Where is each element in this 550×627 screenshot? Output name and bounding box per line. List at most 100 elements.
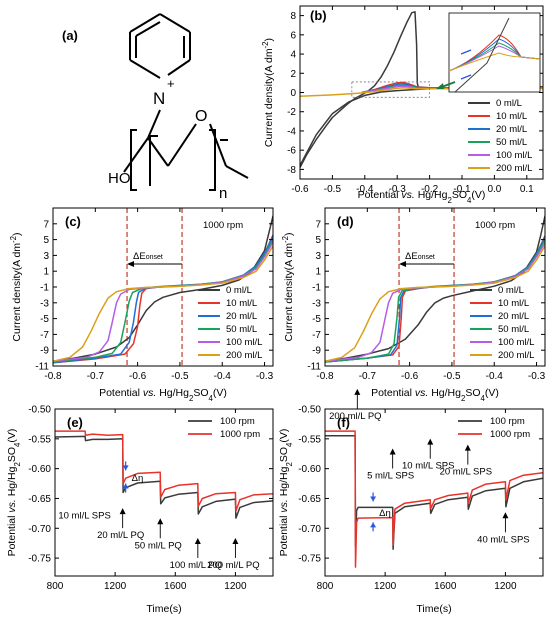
legend-label: 20 ml/L [226, 311, 257, 322]
label-part: Potential [371, 387, 415, 399]
x-tick-label: -0.8 [316, 371, 334, 382]
y-tick-label: -1 [312, 283, 321, 294]
ring-bond [167, 59, 191, 76]
series-group [325, 430, 543, 568]
legend-label: 200 ml/L [498, 350, 534, 361]
label-part: (V) [213, 387, 227, 399]
panel-a-structure: (a) N + HO O n [62, 13, 249, 202]
series-line [325, 430, 543, 568]
plot-frame [54, 408, 274, 577]
series-group [55, 430, 273, 519]
inset-series [448, 17, 541, 93]
delta-eta-label: Δη [379, 508, 391, 519]
label-part: 2 [189, 394, 193, 403]
chain-bond [147, 109, 161, 139]
ring-bond [129, 59, 161, 79]
addition-annotation: 5 ml/L SPS [367, 470, 414, 481]
y-tick-label: -1 [40, 283, 49, 294]
label-part: SO [6, 447, 18, 462]
x-tick-label: 1600 [434, 581, 457, 592]
y-tick-label: -0.65 [298, 494, 321, 505]
x-tick-label: -0.3 [256, 371, 274, 382]
y-tick-label: 7 [43, 219, 49, 230]
panel-label: (d) [337, 214, 354, 229]
y-tick-label: -3 [312, 298, 321, 309]
label-part: ) [11, 232, 23, 236]
legend-label: 50 ml/L [496, 137, 527, 148]
label-part: 4 [285, 442, 294, 447]
o-atom-label: O [195, 108, 207, 125]
panel-a-label: (a) [62, 28, 78, 43]
x-tick-label: 1200 [104, 581, 127, 592]
y-tick-label: -5 [40, 314, 49, 325]
label-part: Current density(A dm [263, 48, 275, 147]
legend-label: 1000 rpm [220, 429, 260, 440]
y-tick-label: -0.60 [298, 464, 321, 475]
y-tick-label: -0.55 [298, 434, 321, 445]
y-tick-label: -9 [312, 346, 321, 357]
x-tick-label: -0.7 [359, 371, 377, 382]
y-tick-label: -0.70 [298, 524, 321, 535]
panel-label: (f) [337, 415, 350, 430]
label-part: Current density(A dm [283, 243, 295, 342]
x-tick-label: -0.5 [324, 184, 342, 195]
y-tick-label: -0.75 [28, 554, 51, 565]
x-tick-label: 0.1 [520, 184, 534, 195]
delta-onset-label: ΔEonset [405, 251, 435, 262]
series-line [325, 245, 545, 363]
y-tick-label: -2 [287, 107, 296, 118]
y-tick-label: -7 [40, 330, 49, 341]
label-part: SO [452, 189, 467, 201]
addition-annotation: 20 ml/L SPS [440, 467, 492, 478]
x-tick-label: -0.3 [389, 184, 407, 195]
x-axis-label: Potential vs. Hg/Hg2SO4(V) [358, 189, 486, 205]
inset-frame [448, 12, 541, 93]
y-tick-label: -3 [40, 298, 49, 309]
y-axis-label: Current density(A dm-2) [261, 38, 276, 147]
label-part: ) [283, 232, 295, 236]
delta-eta-arrowhead-top [122, 465, 129, 471]
legend-label: 0 ml/L [496, 98, 522, 109]
x-tick-label: 0.0 [487, 184, 501, 195]
ring-bond [159, 13, 191, 33]
x-tick-label: -0.2 [421, 184, 439, 195]
chain-bond [167, 123, 197, 167]
y-tick-label: 3 [43, 251, 49, 262]
label-part: SO [278, 447, 290, 462]
label-part: (V) [278, 429, 290, 443]
series-group [325, 215, 545, 363]
y-axis-label: Potential vs. Hg/Hg2SO4(V) [6, 429, 22, 557]
delta-onset-sub: onset [146, 254, 163, 261]
legend-label: 200 ml/L [496, 163, 532, 174]
delta-eta-label: Δη [132, 473, 144, 484]
y-tick-label: -5 [312, 314, 321, 325]
y-tick-label: -0.50 [298, 405, 321, 416]
series-line [53, 215, 273, 363]
ring-double-bond [135, 21, 161, 37]
y-tick-label: 2 [290, 69, 296, 80]
bracket-left [130, 129, 137, 191]
addition-annotation: 10 ml/L SPS [58, 510, 110, 521]
y-tick-label: -8 [287, 165, 296, 176]
y-tick-label: 8 [290, 11, 296, 22]
legend-label: 0 ml/L [226, 285, 252, 296]
label-part: -2 [261, 41, 270, 48]
x-tick-label: -0.4 [214, 371, 232, 382]
x-tick-label: -0.7 [87, 371, 105, 382]
x-tick-label: -0.5 [443, 371, 461, 382]
annotation-arrowhead [157, 518, 164, 525]
delta-eta-arrowhead-bottom [370, 522, 377, 528]
legend-label: 200 ml/L [226, 350, 262, 361]
label-part: Hg/Hg [278, 466, 290, 499]
y-tick-label: 4 [290, 50, 296, 61]
label-part: SO [193, 387, 208, 399]
annotation-arrowhead [232, 537, 239, 544]
legend-label: 10 ml/L [498, 298, 529, 309]
legend-label: 20 ml/L [498, 311, 529, 322]
rpm-annotation: 1000 rpm [475, 220, 515, 231]
legend-label: 10 ml/L [496, 111, 527, 122]
label-part: vs. [401, 189, 414, 201]
x-tick-label: 800 [317, 581, 334, 592]
inset-blue-arrow [460, 49, 472, 55]
label-part: Hg/Hg [428, 387, 461, 399]
